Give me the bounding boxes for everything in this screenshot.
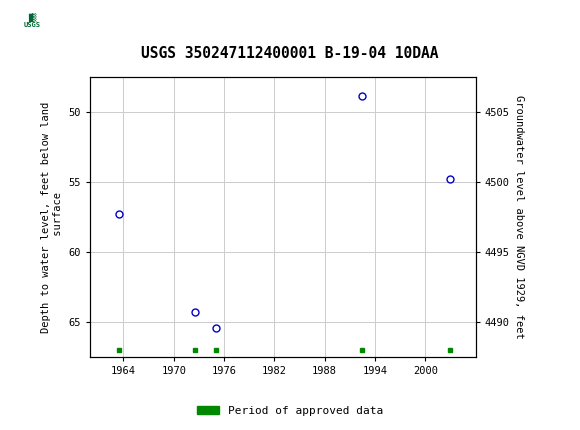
Legend: Period of approved data: Period of approved data [193,401,387,420]
FancyBboxPatch shape [5,4,57,37]
Y-axis label: Groundwater level above NGVD 1929, feet: Groundwater level above NGVD 1929, feet [513,95,524,339]
Y-axis label: Depth to water level, feet below land
 surface: Depth to water level, feet below land su… [41,101,63,333]
Text: USGS: USGS [67,13,103,28]
Text: █▒
USGS: █▒ USGS [23,13,41,28]
Text: USGS 350247112400001 B-19-04 10DAA: USGS 350247112400001 B-19-04 10DAA [142,46,438,61]
